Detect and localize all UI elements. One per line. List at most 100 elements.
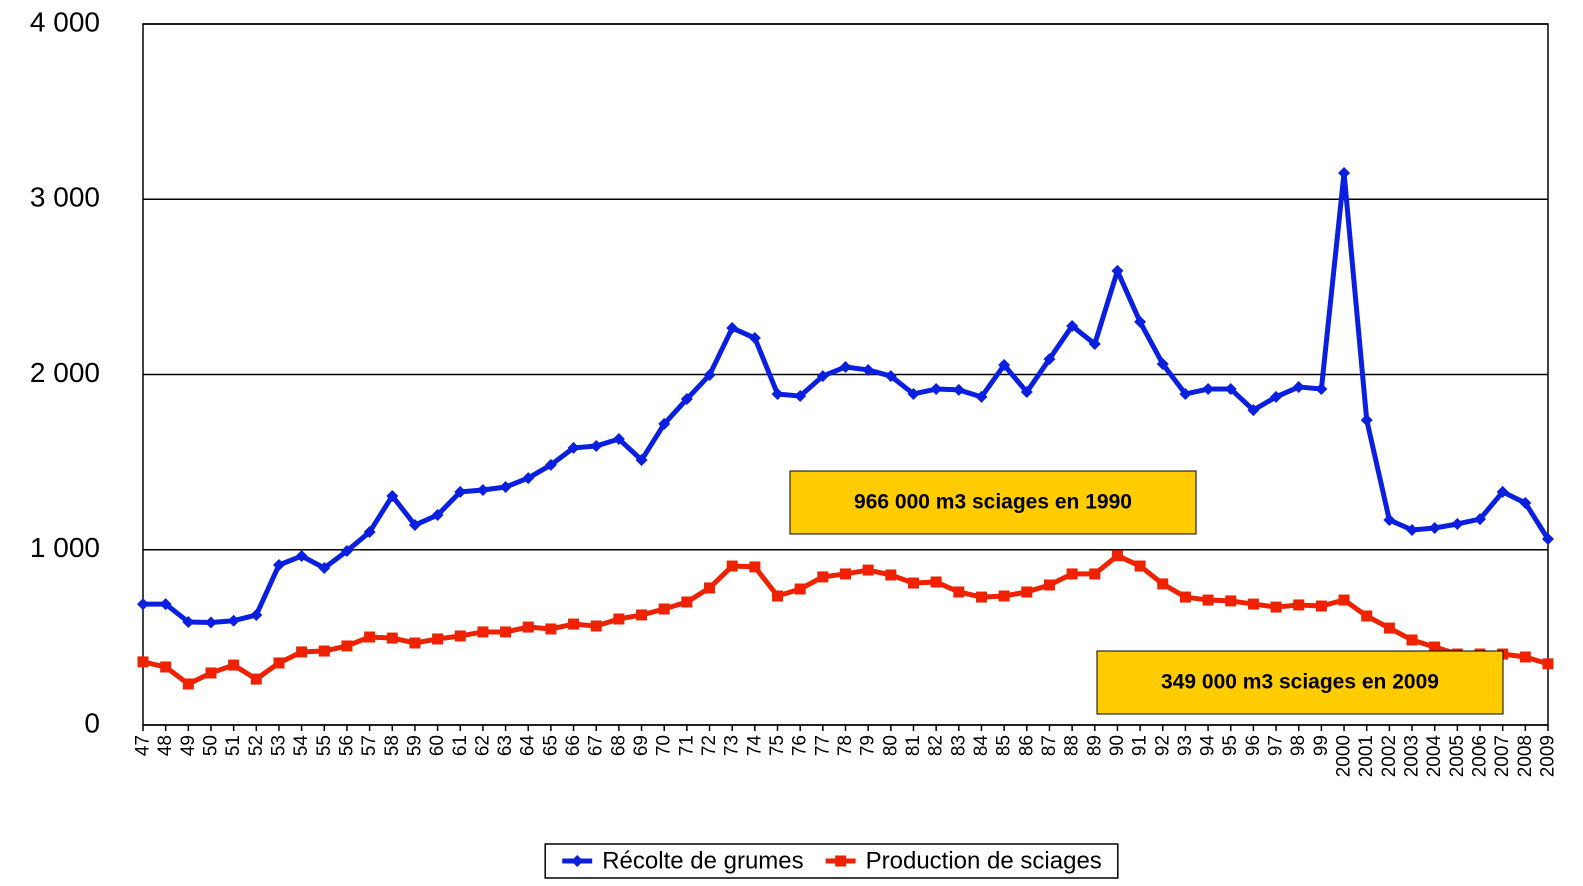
- marker: [680, 393, 693, 406]
- marker: [817, 571, 829, 583]
- marker: [1315, 383, 1328, 396]
- marker: [454, 485, 467, 498]
- y-tick-label: 0: [84, 707, 100, 738]
- marker: [476, 483, 489, 496]
- marker: [590, 440, 603, 453]
- marker: [1406, 634, 1418, 646]
- marker: [1179, 591, 1191, 603]
- x-tick-label: 65: [540, 735, 561, 756]
- x-tick-label: 90: [1107, 735, 1128, 756]
- x-tick-label: 86: [1016, 735, 1037, 756]
- marker: [522, 472, 535, 485]
- annotation-box: [1096, 650, 1504, 715]
- marker: [386, 489, 399, 502]
- x-tick-label: 79: [858, 735, 879, 756]
- x-tick-label: 2001: [1356, 735, 1377, 777]
- x-tick-label: 70: [654, 735, 675, 756]
- x-tick-label: 85: [994, 735, 1015, 756]
- x-tick-label: 2000: [1334, 735, 1355, 777]
- marker: [953, 586, 965, 598]
- marker: [704, 582, 716, 594]
- marker: [227, 614, 240, 627]
- marker: [137, 598, 149, 611]
- marker: [340, 544, 353, 557]
- marker: [182, 615, 195, 628]
- marker: [500, 626, 512, 638]
- marker: [835, 855, 847, 867]
- y-tick-label: 3 000: [30, 182, 100, 213]
- x-tick-label: 2009: [1538, 735, 1559, 777]
- marker: [703, 369, 716, 382]
- x-tick-label: 73: [722, 735, 743, 756]
- x-tick-label: 58: [382, 735, 403, 756]
- marker: [1360, 414, 1373, 427]
- marker: [1270, 390, 1283, 403]
- marker: [1043, 353, 1056, 366]
- marker: [295, 550, 308, 563]
- marker: [1293, 599, 1305, 611]
- marker: [612, 432, 625, 445]
- x-tick-label: 80: [880, 735, 901, 756]
- x-tick-label: 49: [178, 735, 199, 756]
- x-tick-label: 74: [744, 735, 765, 757]
- x-tick-label: 92: [1152, 735, 1173, 756]
- marker: [1134, 315, 1147, 328]
- x-tick-label: 72: [699, 735, 720, 756]
- x-tick-label: 61: [450, 735, 471, 756]
- x-tick-label: 94: [1198, 735, 1219, 757]
- x-tick-label: 98: [1288, 735, 1309, 756]
- marker: [1202, 383, 1215, 396]
- marker: [1474, 513, 1487, 526]
- x-tick-label: 89: [1084, 735, 1105, 756]
- marker: [1111, 264, 1124, 277]
- marker: [228, 659, 240, 671]
- x-tick-label: 71: [676, 735, 697, 756]
- x-tick-label: 81: [903, 735, 924, 756]
- marker: [884, 370, 897, 383]
- marker: [1224, 383, 1237, 396]
- x-tick-label: 54: [291, 735, 312, 757]
- x-tick-label: 2008: [1515, 735, 1536, 777]
- marker: [658, 417, 671, 430]
- marker: [1428, 522, 1441, 535]
- marker: [816, 370, 829, 383]
- marker: [1089, 568, 1101, 580]
- x-tick-label: 62: [472, 735, 493, 756]
- marker: [1020, 386, 1033, 399]
- marker: [1542, 533, 1554, 546]
- marker: [1066, 568, 1078, 580]
- marker: [204, 616, 217, 629]
- marker: [613, 613, 625, 625]
- x-tick-label: 83: [948, 735, 969, 756]
- annotation: 349 000 m3 sciages en 2009: [1161, 671, 1439, 694]
- marker: [930, 383, 943, 396]
- marker: [1270, 601, 1282, 613]
- marker: [159, 598, 172, 611]
- marker: [998, 590, 1010, 602]
- x-tick-label: 84: [971, 735, 992, 757]
- marker: [1202, 594, 1214, 606]
- marker: [1519, 651, 1531, 663]
- marker: [567, 441, 580, 454]
- x-tick-label: 67: [586, 735, 607, 756]
- marker: [907, 387, 920, 400]
- marker: [1315, 600, 1327, 612]
- marker: [840, 568, 851, 580]
- marker: [794, 583, 806, 595]
- x-tick-label: 76: [790, 735, 811, 756]
- marker: [1088, 338, 1101, 351]
- marker: [1338, 166, 1351, 179]
- marker: [975, 591, 987, 603]
- marker: [636, 609, 648, 621]
- x-tick-label: 47: [133, 735, 154, 756]
- x-tick-label: 93: [1175, 735, 1196, 756]
- x-tick-label: 57: [359, 735, 380, 756]
- marker: [1451, 517, 1464, 530]
- marker: [1225, 595, 1237, 607]
- x-tick-label: 52: [246, 735, 267, 756]
- x-tick-label: 96: [1243, 735, 1264, 756]
- marker: [590, 620, 602, 632]
- x-tick-label: 68: [608, 735, 629, 756]
- x-tick-label: 91: [1130, 735, 1151, 756]
